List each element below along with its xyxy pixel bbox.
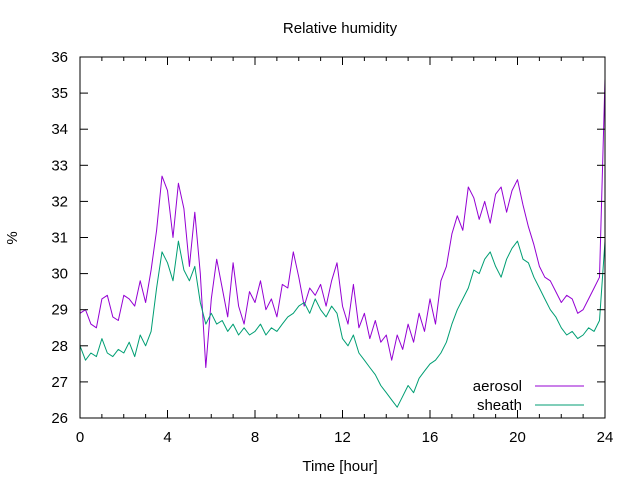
x-tick-label: 0 xyxy=(76,429,84,446)
x-tick-label: 12 xyxy=(334,429,351,446)
x-tick-label: 20 xyxy=(509,429,526,446)
x-axis-label: Time [hour] xyxy=(302,458,377,475)
legend-label-sheath: sheath xyxy=(477,397,522,414)
y-axis-label: % xyxy=(4,231,21,244)
y-tick-label: 32 xyxy=(51,193,68,210)
y-tick-label: 35 xyxy=(51,85,68,102)
chart-title: Relative humidity xyxy=(283,20,398,37)
axes-layer: 26 27 28 29 30 31 32 33 34 35 36 0 4 8 12 16 20 24 xyxy=(51,49,613,446)
legend: aerosol sheath xyxy=(473,378,584,414)
y-tick-label: 26 xyxy=(51,410,68,427)
y-tick-label: 28 xyxy=(51,338,68,355)
plot-frame xyxy=(79,56,606,419)
y-tick-label: 31 xyxy=(51,230,68,247)
y-tick-label: 33 xyxy=(51,157,68,174)
x-tick-label: 24 xyxy=(597,429,614,446)
series-line-aerosol xyxy=(79,78,606,368)
y-tick-label: 29 xyxy=(51,302,68,319)
series-line-sheath xyxy=(79,240,606,408)
x-tick-label: 8 xyxy=(251,429,259,446)
x-tick-label: 4 xyxy=(163,429,171,446)
series-layer xyxy=(79,78,606,408)
legend-label-aerosol: aerosol xyxy=(473,378,522,395)
y-tick-label: 30 xyxy=(51,266,68,283)
y-tick-label: 36 xyxy=(51,49,68,66)
y-tick-label: 34 xyxy=(51,121,68,138)
y-tick-label: 27 xyxy=(51,374,68,391)
x-tick-label: 16 xyxy=(422,429,439,446)
